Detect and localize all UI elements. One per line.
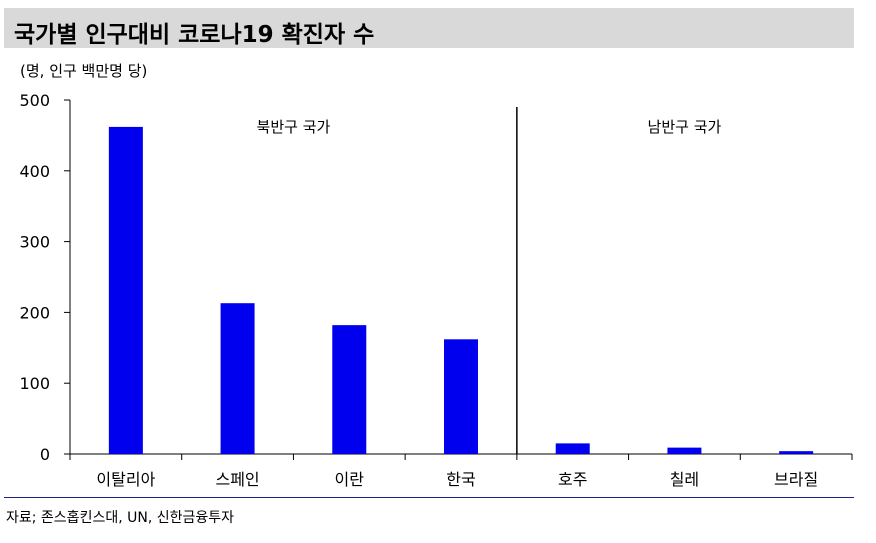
group-label: 남반구 국가: [648, 118, 722, 136]
bar: [444, 339, 478, 454]
chart-title: 국가별 인구대비 코로나19 확진자 수: [14, 22, 375, 48]
x-tick-label: 한국: [446, 470, 475, 489]
y-tick-label: 100: [19, 374, 50, 393]
y-tick-label: 200: [19, 303, 50, 322]
group-label: 북반구 국가: [257, 118, 331, 136]
bar: [779, 451, 814, 454]
x-tick-label: 호주: [558, 470, 587, 489]
title-bar: 국가별 인구대비 코로나19 확진자 수: [4, 8, 854, 48]
source-note: 자료; 존스홉킨스대, UN, 신한금융투자: [6, 510, 235, 526]
x-tick-label: 이란: [335, 470, 365, 489]
y-tick-label: 400: [19, 162, 50, 181]
bar: [220, 303, 255, 454]
source-divider: [4, 497, 854, 498]
x-tick-label: 스페인: [215, 470, 259, 489]
bar: [667, 447, 702, 454]
bar: [555, 443, 590, 454]
bar: [332, 325, 367, 454]
y-tick-label: 0: [40, 445, 50, 464]
y-tick-label: 300: [19, 233, 50, 252]
y-tick-label: 500: [19, 91, 50, 110]
x-tick-label: 이탈리아: [96, 470, 155, 489]
x-tick-label: 브라질: [774, 470, 818, 489]
x-tick-label: 칠레: [670, 470, 699, 489]
y-axis-unit-label: (명, 인구 백만명 당): [20, 62, 148, 80]
bar-chart: 0 100 200 300 400 500 이탈리아 스페인 이란 한국 호주 칠레 브라질 북반구 국가…: [19, 91, 853, 489]
bar: [108, 126, 143, 455]
